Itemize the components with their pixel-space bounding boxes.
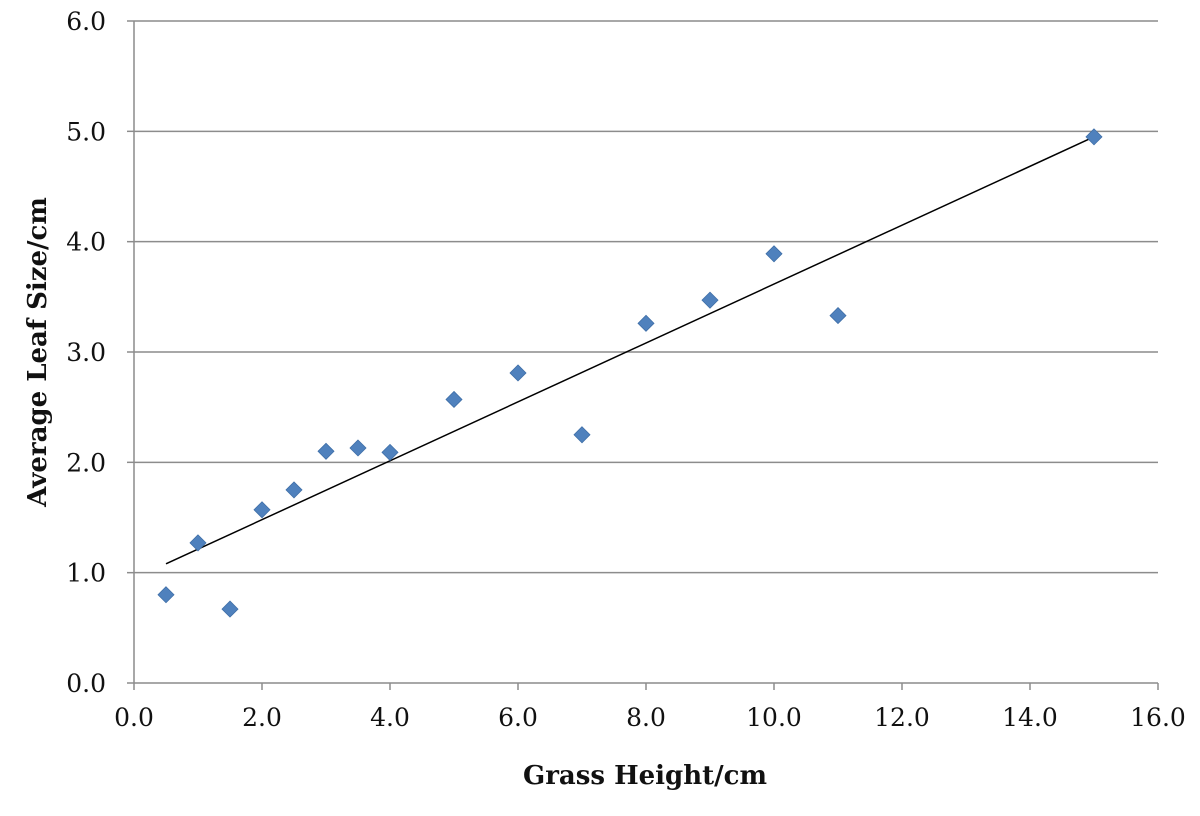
y-axis-title: Average Leaf Size/cm [23, 197, 53, 508]
data-point-5 [317, 442, 335, 460]
x-tick-label-6: 12.0 [874, 703, 930, 732]
y-tick-labels: 0.0 1.0 2.0 3.0 4.0 5.0 6.0 [66, 7, 106, 698]
data-point-2 [221, 600, 239, 618]
x-tick-label-5: 10.0 [746, 703, 802, 732]
data-points [157, 128, 1103, 618]
gridlines [134, 20, 1158, 574]
x-tick-label-3: 6.0 [498, 703, 538, 732]
y-tick-label-4: 4.0 [66, 228, 106, 257]
x-tick-label-7: 14.0 [1002, 703, 1058, 732]
data-point-14 [829, 307, 847, 325]
y-tick-label-3: 3.0 [66, 338, 106, 367]
y-tick-label-6: 6.0 [66, 7, 106, 36]
data-point-7 [381, 443, 399, 461]
x-tick-labels: 0.0 2.0 4.0 6.0 8.0 10.0 12.0 14.0 16.0 [114, 703, 1186, 732]
data-point-12 [701, 291, 719, 309]
y-tick-label-0: 0.0 [66, 669, 106, 698]
x-tick-label-2: 4.0 [370, 703, 410, 732]
x-tick-label-4: 8.0 [626, 703, 666, 732]
trendline-group [165, 136, 1095, 565]
y-tick-label-5: 5.0 [66, 117, 106, 146]
data-point-3 [253, 501, 271, 519]
data-point-15 [1085, 128, 1103, 146]
data-point-9 [509, 364, 527, 382]
data-point-1 [189, 534, 207, 552]
data-point-10 [573, 426, 591, 444]
data-point-6 [349, 439, 367, 457]
trendline [165, 136, 1095, 565]
data-point-11 [637, 314, 655, 332]
x-tick-label-8: 16.0 [1130, 703, 1186, 732]
y-tick-label-2: 2.0 [66, 448, 106, 477]
x-tick-label-1: 2.0 [242, 703, 282, 732]
data-point-4 [285, 481, 303, 499]
x-axis-title: Grass Height/cm [523, 761, 767, 791]
data-point-13 [765, 245, 783, 263]
axes [127, 20, 1159, 690]
data-point-8 [445, 390, 463, 409]
y-tick-label-1: 1.0 [66, 559, 106, 588]
x-tick-label-0: 0.0 [114, 703, 154, 732]
data-point-0 [157, 586, 175, 604]
